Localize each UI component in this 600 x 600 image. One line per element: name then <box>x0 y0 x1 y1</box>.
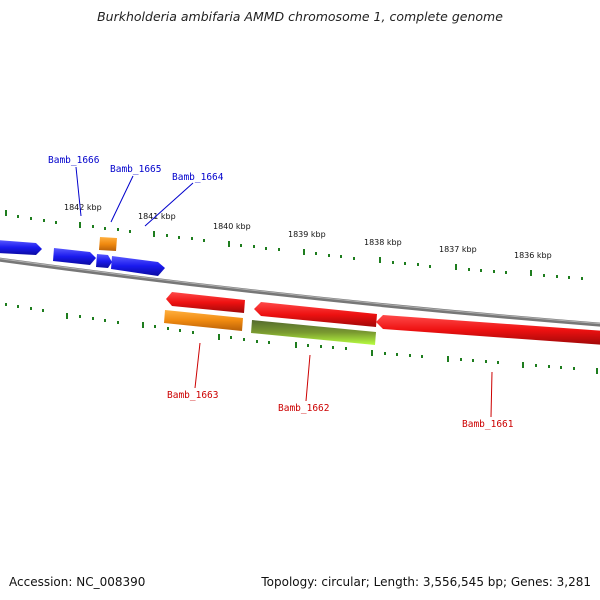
map-title: Burkholderia ambifaria AMMD chromosome 1… <box>97 9 503 24</box>
gene-arrow-forward[interactable] <box>0 240 42 255</box>
genome-info-text: Topology: circular; Length: 3,556,545 bp… <box>261 575 591 589</box>
scale-label: 1836 kbp <box>514 251 552 260</box>
accession-text: Accession: NC_008390 <box>9 575 146 589</box>
gene-arrow-forward[interactable] <box>96 254 112 268</box>
gene-arrow-reverse[interactable] <box>166 292 245 313</box>
scale-label: 1841 kbp <box>138 212 176 221</box>
genome-backbone <box>0 257 600 327</box>
gene-label-bamb-1662[interactable]: Bamb_1662 <box>278 403 329 414</box>
scale-label: 1839 kbp <box>288 230 326 239</box>
scale-label: 1838 kbp <box>364 238 402 247</box>
gene-label-bamb-1661[interactable]: Bamb_1661 <box>462 419 514 430</box>
gene-label-bamb-1665[interactable]: Bamb_1665 <box>110 164 161 175</box>
gene-arrow-reverse[interactable] <box>254 302 377 327</box>
rna-feature[interactable] <box>99 237 117 251</box>
gene-label-bamb-1666[interactable]: Bamb_1666 <box>48 155 100 166</box>
scale-label: 1837 kbp <box>439 245 477 254</box>
scale-label: 1842 kbp <box>64 203 102 212</box>
forward-tick-ruler <box>5 210 583 280</box>
gene-arrow-forward[interactable] <box>53 248 96 265</box>
gene-arrow-reverse[interactable] <box>376 315 600 345</box>
rna-feature[interactable] <box>164 310 243 331</box>
gene-arrow-forward[interactable] <box>111 256 165 276</box>
gene-label-bamb-1664[interactable]: Bamb_1664 <box>172 172 224 183</box>
gene-label-bamb-1663[interactable]: Bamb_1663 <box>167 390 218 401</box>
reverse-strand-genes <box>164 292 600 345</box>
reverse-tick-ruler <box>5 303 598 374</box>
green-feature[interactable] <box>251 320 376 345</box>
forward-strand-genes <box>0 237 165 276</box>
scale-label: 1840 kbp <box>213 222 251 231</box>
